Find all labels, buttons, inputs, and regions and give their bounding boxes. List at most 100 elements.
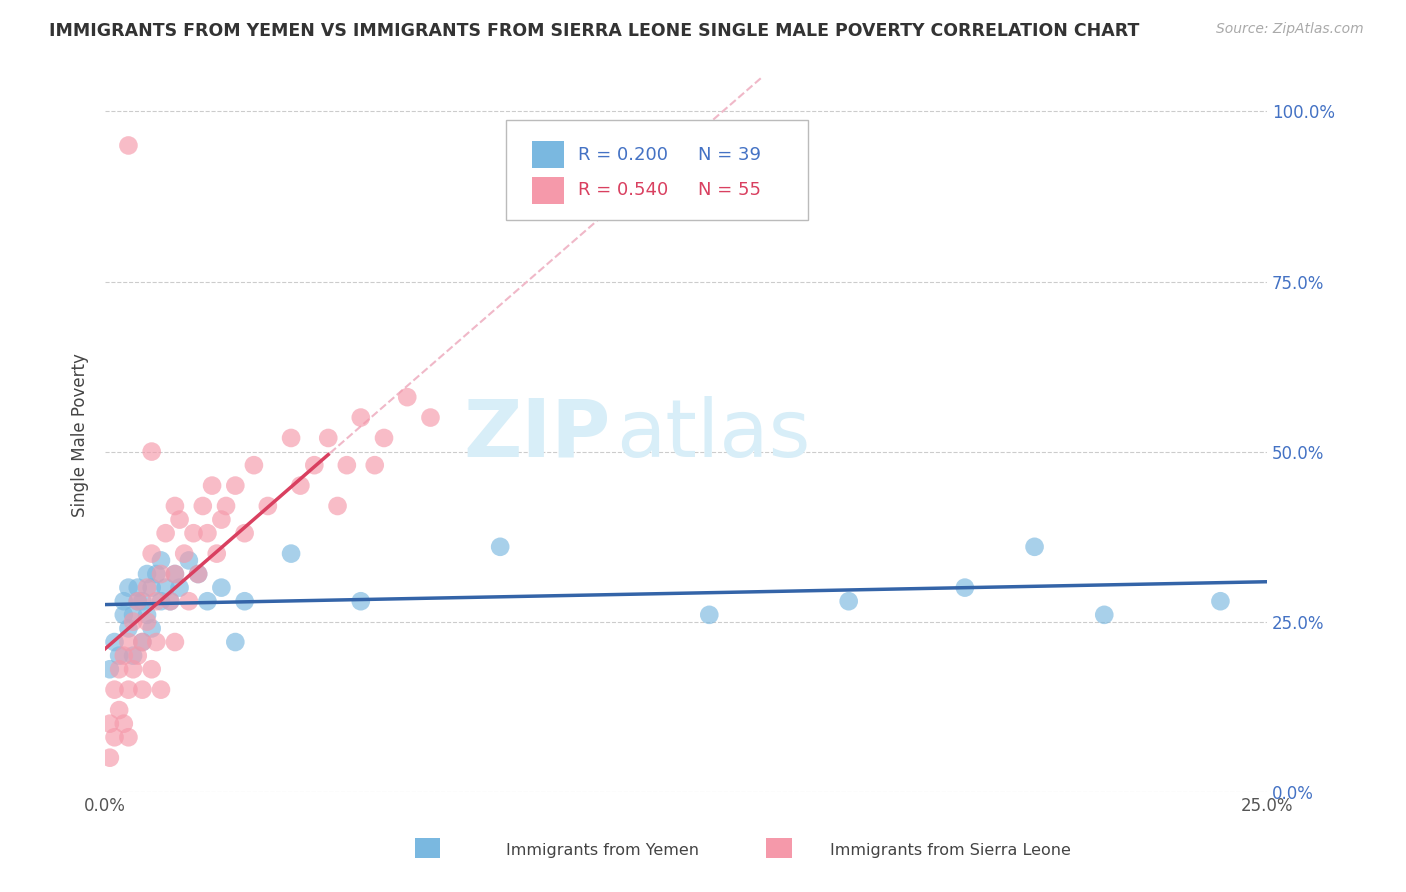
Point [209,513,232,527]
Point [419,410,441,425]
Point [136,607,159,622]
Point [141,662,163,676]
Point [205,547,228,561]
Point [169,513,191,527]
Point [131,635,153,649]
Point [131,635,153,649]
Point [1209,594,1232,608]
Point [141,547,163,561]
Point [136,581,159,595]
Point [953,581,976,595]
Point [103,682,125,697]
Point [1024,540,1046,554]
Point [103,731,125,745]
Point [112,607,135,622]
Point [117,731,139,745]
Text: ZIP: ZIP [464,395,610,474]
Point [163,499,186,513]
Point [197,594,219,608]
Point [697,607,720,622]
Point [122,662,145,676]
Text: N = 39: N = 39 [697,145,761,163]
FancyBboxPatch shape [506,120,808,220]
Point [112,716,135,731]
FancyBboxPatch shape [531,177,564,204]
Point [145,635,167,649]
Point [280,431,302,445]
Point [224,635,246,649]
Point [159,594,181,608]
Point [350,594,373,608]
Point [141,444,163,458]
Point [159,594,181,608]
Point [136,567,159,582]
Point [155,581,177,595]
Text: Source: ZipAtlas.com: Source: ZipAtlas.com [1216,22,1364,37]
Point [122,648,145,663]
Point [141,622,163,636]
Point [149,553,172,567]
Point [233,526,256,541]
Point [183,526,205,541]
Point [117,138,139,153]
Text: IMMIGRANTS FROM YEMEN VS IMMIGRANTS FROM SIERRA LEONE SINGLE MALE POVERTY CORREL: IMMIGRANTS FROM YEMEN VS IMMIGRANTS FROM… [49,22,1140,40]
Point [187,567,209,582]
Point [112,648,135,663]
Point [98,750,121,764]
Point [224,478,246,492]
Point [136,615,159,629]
Point [98,662,121,676]
Text: Immigrants from Yemen: Immigrants from Yemen [506,843,699,858]
Point [396,390,419,404]
Point [108,703,131,717]
FancyBboxPatch shape [531,141,564,169]
Point [108,662,131,676]
Point [257,499,280,513]
Point [838,594,860,608]
Y-axis label: Single Male Poverty: Single Male Poverty [72,352,89,516]
Point [122,615,145,629]
Point [215,499,238,513]
Point [122,607,145,622]
Point [169,581,191,595]
Point [149,567,172,582]
Point [155,526,177,541]
Point [163,567,186,582]
Point [177,553,200,567]
Point [233,594,256,608]
Text: N = 55: N = 55 [697,181,761,199]
Point [98,716,121,731]
Point [141,581,163,595]
Point [117,581,139,595]
Point [209,581,232,595]
Point [117,682,139,697]
Point [131,682,153,697]
Text: Immigrants from Sierra Leone: Immigrants from Sierra Leone [830,843,1070,858]
Point [1092,607,1115,622]
Point [364,458,387,473]
Point [117,622,139,636]
Point [131,594,153,608]
Point [290,478,312,492]
Text: R = 0.200: R = 0.200 [578,145,668,163]
Point [149,682,172,697]
Point [336,458,359,473]
Point [149,594,172,608]
Point [103,635,125,649]
Point [316,431,339,445]
Text: R = 0.540: R = 0.540 [578,181,668,199]
Point [145,567,167,582]
Point [173,547,195,561]
Point [197,526,219,541]
Point [373,431,395,445]
Point [243,458,266,473]
Point [187,567,209,582]
Point [201,478,224,492]
Point [163,567,186,582]
Point [326,499,349,513]
Point [127,594,149,608]
Point [350,410,373,425]
Point [191,499,214,513]
Point [163,635,186,649]
Point [280,547,302,561]
